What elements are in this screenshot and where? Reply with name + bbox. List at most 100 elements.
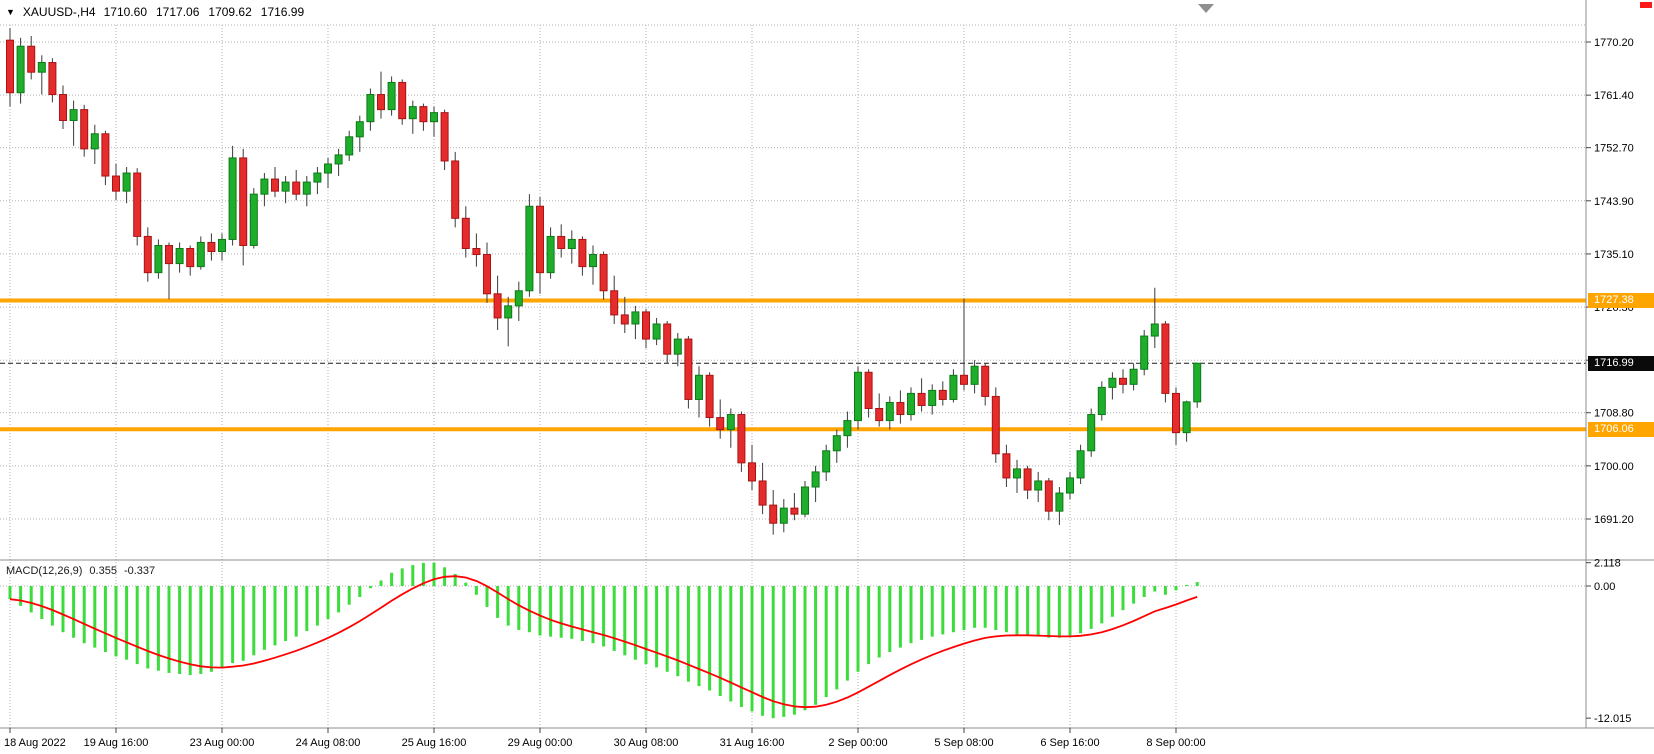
macd-tick-label: -12.015 [1594, 713, 1631, 725]
macd-histogram-bar [602, 586, 606, 647]
resistance-price-tag[interactable]: 1727.38 [1588, 293, 1654, 309]
macd-histogram-bar [337, 586, 341, 613]
time-tick-label: 2 Sep 00:00 [828, 737, 887, 749]
candle [472, 247, 481, 256]
symbol-triangle-icon: ▼ [6, 7, 15, 17]
candle [377, 94, 385, 111]
candle [451, 160, 460, 219]
macd-histogram-bar [856, 586, 860, 672]
macd-histogram-bar [930, 586, 934, 637]
candle [345, 136, 354, 156]
candle [854, 371, 862, 422]
macd-histogram-bar [326, 586, 330, 619]
macd-histogram-bar [623, 586, 627, 656]
time-tick-label: 23 Aug 00:00 [190, 737, 255, 749]
macd-histogram-bar [199, 586, 203, 674]
macd-histogram-bar [1185, 584, 1189, 586]
candle [122, 172, 131, 192]
candle [684, 338, 693, 400]
candle [461, 217, 470, 249]
candle [249, 193, 258, 246]
candle [154, 244, 163, 274]
candle [1193, 362, 1202, 403]
candle [1076, 450, 1085, 479]
candle [387, 81, 396, 111]
macd-histogram-bar [421, 562, 425, 586]
macd-histogram-bar [1047, 586, 1051, 638]
macd-histogram-bar [580, 586, 584, 641]
price-tick-label: 1761.40 [1594, 90, 1634, 102]
macd-histogram-bar [814, 586, 818, 705]
candle [504, 305, 513, 319]
candle [1044, 480, 1053, 512]
time-tick-label: 5 Sep 08:00 [934, 737, 993, 749]
macd-histogram-bar [1004, 586, 1008, 633]
scrollbar-position-marker[interactable] [1640, 2, 1652, 8]
candle [748, 462, 756, 482]
candle [1002, 453, 1011, 479]
macd-histogram-bar [1100, 586, 1104, 624]
macd-histogram-bar [888, 586, 892, 652]
candle [758, 480, 767, 506]
macd-histogram-bar [294, 586, 298, 637]
candle [334, 154, 343, 165]
macd-histogram-bar [612, 586, 616, 651]
candle [37, 62, 46, 73]
macd-histogram-bar [570, 586, 574, 639]
candle [324, 163, 332, 174]
macd-histogram-bar [633, 586, 637, 660]
macd-histogram-bar [188, 586, 192, 676]
candle [1172, 392, 1180, 434]
macd-histogram-bar [178, 586, 182, 674]
candle [16, 45, 25, 94]
candle [1087, 414, 1096, 452]
macd-tick-label: 0.00 [1594, 581, 1615, 593]
candle [90, 133, 99, 150]
chart-shift-icon[interactable] [1198, 4, 1214, 13]
candle [832, 435, 841, 452]
time-tick-label: 6 Sep 16:00 [1040, 737, 1099, 749]
candle [525, 205, 534, 292]
macd-histogram-bar [803, 586, 807, 711]
macd-histogram-bar [655, 586, 659, 668]
macd-histogram-bar [220, 586, 224, 669]
price-tick-label: 1700.00 [1594, 461, 1634, 473]
candle [949, 374, 958, 400]
macd-histogram-bar [941, 586, 945, 635]
support-price-tag[interactable]: 1706.06 [1588, 421, 1654, 437]
macd-histogram-bar [231, 586, 235, 663]
candle [101, 133, 110, 177]
macd-histogram-bar [1195, 582, 1199, 586]
macd-histogram-bar [1036, 586, 1040, 637]
candle [48, 62, 57, 96]
macd-signal-line [9, 575, 1198, 709]
macd-histogram-bar [962, 586, 966, 630]
candle [705, 374, 714, 419]
macd-tick-label: 2.118 [1594, 558, 1621, 570]
macd-histogram-bar [983, 586, 987, 628]
macd-histogram-bar [538, 586, 542, 636]
candle [811, 471, 820, 488]
candle [366, 94, 375, 123]
macd-histogram-bar [114, 586, 118, 657]
candle [673, 338, 682, 355]
macd-histogram-bar [262, 586, 266, 650]
macd-value: 0.355 [89, 565, 117, 577]
price-tick-label: 1743.90 [1594, 196, 1634, 208]
time-tick-label: 8 Sep 00:00 [1146, 737, 1205, 749]
time-tick-label: 18 Aug 2022 [4, 737, 66, 749]
macd-histogram-bar [1026, 586, 1030, 636]
candle [1161, 323, 1170, 394]
candle [610, 290, 619, 316]
macd-histogram-bar [1089, 586, 1093, 629]
macd-histogram-bar [400, 568, 404, 586]
macd-histogram-bar [209, 586, 213, 672]
candle [822, 450, 831, 473]
candle [536, 205, 544, 274]
macd-histogram-bar [527, 586, 531, 633]
macd-histogram-bar [135, 586, 139, 665]
candle [1182, 401, 1191, 434]
macd-histogram-bar [496, 586, 500, 618]
